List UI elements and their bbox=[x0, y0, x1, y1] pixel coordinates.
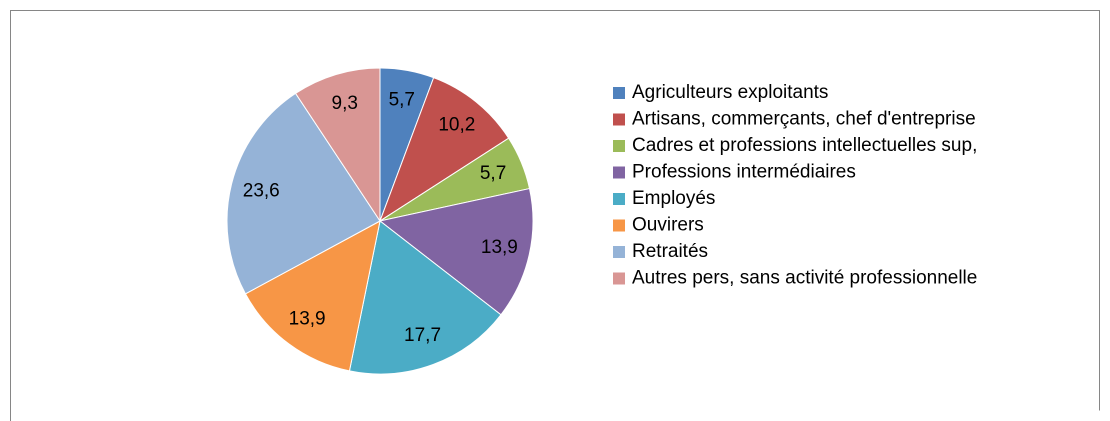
pie-slice bbox=[378, 187, 534, 316]
legend-swatch bbox=[613, 166, 625, 179]
pie-slice bbox=[226, 92, 381, 295]
legend-label: Cadres et professions intellectuelles su… bbox=[632, 135, 977, 156]
legend-swatch bbox=[613, 113, 625, 126]
legend-swatch bbox=[613, 140, 625, 152]
pie-slice bbox=[379, 77, 510, 223]
pie-slice bbox=[294, 67, 381, 223]
data-label: 13,9 bbox=[289, 308, 326, 329]
legend-swatch bbox=[613, 87, 625, 99]
legend-swatch bbox=[613, 272, 625, 285]
data-label: 10,2 bbox=[438, 115, 475, 136]
data-label: 5,7 bbox=[389, 90, 415, 111]
legend-swatch bbox=[613, 219, 625, 232]
legend-label: Ouvirers bbox=[632, 215, 704, 236]
legend-label: Agriculteurs exploitants bbox=[632, 82, 828, 103]
pie-slice bbox=[348, 220, 502, 375]
pie-slice bbox=[244, 220, 381, 372]
legend-label: Professions intermédiaires bbox=[632, 162, 856, 183]
legend-label: Employés bbox=[632, 188, 715, 209]
chart-border bbox=[10, 10, 1100, 421]
legend-label: Retraités bbox=[632, 241, 708, 262]
data-label: 5,7 bbox=[480, 163, 506, 184]
legend-label: Artisans, commerçants, chef d'entreprise bbox=[632, 109, 976, 130]
data-label: 23,6 bbox=[243, 180, 280, 201]
data-label: 9,3 bbox=[332, 93, 358, 114]
legend-label: Autres pers, sans activité professionnel… bbox=[632, 268, 977, 289]
legend-swatch bbox=[613, 246, 625, 258]
data-label: 13,9 bbox=[481, 237, 518, 258]
legend-swatch bbox=[613, 193, 625, 205]
data-label: 17,7 bbox=[404, 325, 441, 346]
